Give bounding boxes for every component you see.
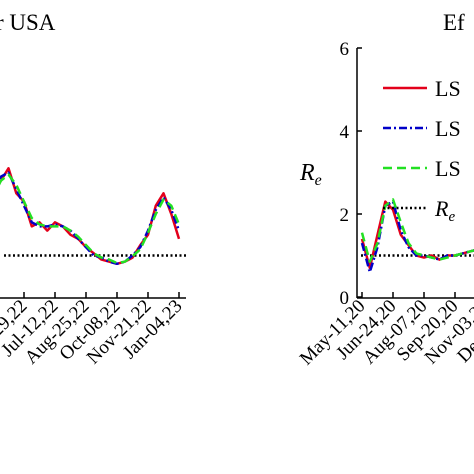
chart-title: r USA: [0, 10, 56, 35]
legend-label: LS: [435, 156, 461, 181]
series-line: [0, 173, 181, 265]
legend-label: Re: [434, 196, 455, 225]
series-line: [360, 198, 474, 263]
y-tick-label: 6: [340, 39, 350, 60]
y-tick-label: 0: [340, 288, 350, 309]
chart-title: Ef: [443, 10, 465, 35]
legend-label: LS: [435, 76, 461, 101]
y-tick-label: 4: [340, 122, 350, 143]
legend-label: LS: [435, 116, 461, 141]
y-axis-label-base: R: [299, 160, 315, 186]
y-axis-label: Re: [299, 160, 322, 189]
legend-label-base: R: [434, 196, 449, 221]
plot-area: [360, 198, 474, 274]
y-tick-label: 2: [340, 205, 350, 226]
y-axis-label-sub: e: [315, 172, 322, 189]
plot-area: [0, 167, 187, 266]
legend-label-sub: e: [448, 209, 455, 225]
